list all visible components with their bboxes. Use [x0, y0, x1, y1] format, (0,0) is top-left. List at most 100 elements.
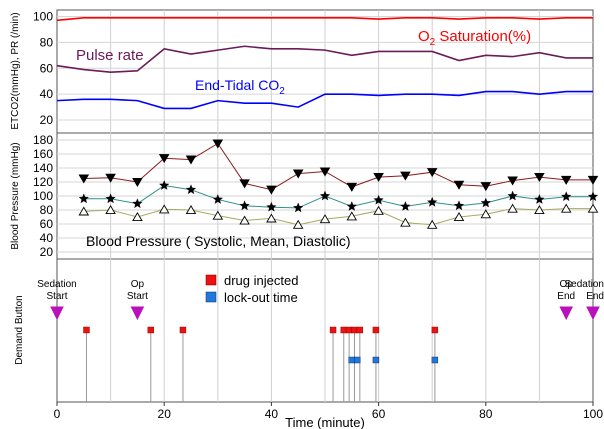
legend-drug-swatch: [205, 274, 217, 286]
diastolic-point: [346, 211, 358, 221]
legend-lockout-label: lock-out time: [224, 290, 298, 305]
diastolic-point: [158, 204, 170, 214]
diastolic-point: [239, 215, 250, 225]
systolic-point: [560, 175, 572, 185]
systolic-point: [78, 174, 90, 184]
systolic-point: [534, 173, 545, 183]
legend-lockout-swatch: [205, 291, 217, 303]
panel-2-y-tick-label: 80: [40, 203, 54, 217]
mean-point: [293, 202, 304, 213]
event-label-line1: Op: [560, 279, 574, 290]
panel-1-y-tick-label: 60: [40, 61, 54, 75]
systolic-point: [400, 171, 411, 181]
systolic-point: [239, 179, 250, 189]
panel-2-y-tick-label: 40: [40, 231, 54, 245]
mean-point: [400, 201, 411, 211]
drug-injected-marker: [340, 326, 347, 334]
drug-injected-marker: [431, 326, 439, 334]
diastolic-point: [185, 205, 197, 215]
mean-line: [83, 184, 593, 209]
panel-1-y-tick-label: 20: [40, 113, 54, 127]
panel-1-ylabel: ETCO2(mmHg), PR (/min): [10, 12, 21, 129]
panel-1-y-tick-label: 100: [33, 9, 53, 23]
pulse-rate-line: [56, 45, 593, 73]
diastolic-point: [480, 209, 492, 219]
systolic-point: [480, 182, 492, 192]
systolic-point: [105, 173, 116, 183]
systolic-point: [158, 154, 170, 164]
panel-2-y-tick-label: 60: [40, 217, 54, 231]
panel-2-plot: [78, 139, 599, 229]
etco2-label: End-Tidal CO2: [195, 77, 285, 97]
event-label-line2: Start: [127, 291, 148, 302]
o2-label-prefix: O: [418, 28, 430, 45]
mean-point: [587, 191, 599, 202]
systolic-point: [453, 180, 465, 190]
o2-saturation-label: O2 Saturation(%): [418, 28, 531, 48]
systolic-point: [373, 173, 384, 183]
drug-injected-marker: [147, 326, 155, 334]
event-label-line1: Sedation: [565, 279, 604, 290]
mean-point: [212, 194, 223, 204]
mean-point: [427, 196, 438, 207]
x-tick-label: 40: [265, 407, 279, 421]
systolic-point: [587, 175, 599, 185]
systolic-point: [507, 176, 518, 186]
diastolic-point: [426, 219, 438, 229]
mean-point: [239, 200, 250, 211]
event-marker: [586, 306, 600, 321]
systolic-line: [83, 142, 593, 191]
lockout-marker: [372, 356, 380, 364]
diastolic-point: [319, 214, 331, 224]
drug-injected-marker: [356, 326, 364, 334]
panel-2-y-tick-label: 20: [40, 245, 54, 259]
diastolic-point: [266, 213, 277, 223]
lockout-marker: [353, 356, 361, 364]
mean-point: [319, 190, 331, 201]
o2-label-sub: 2: [430, 37, 436, 48]
event-label-line2: End: [557, 291, 575, 302]
x-axis-label: Time (minute): [285, 415, 365, 429]
drug-injected-marker: [345, 326, 353, 334]
x-tick-label: 80: [479, 407, 493, 421]
systolic-point: [319, 167, 331, 177]
event-marker: [50, 306, 64, 321]
diastolic-point: [78, 206, 90, 216]
mean-point: [534, 194, 545, 204]
event-label-line1: Op: [131, 279, 145, 290]
systolic-point: [346, 182, 358, 192]
diastolic-point: [587, 203, 599, 213]
diastolic-point: [373, 205, 384, 215]
diastolic-point: [507, 203, 518, 213]
x-tick-label: 0: [54, 407, 61, 421]
diastolic-line: [83, 208, 593, 226]
event-marker: [130, 306, 145, 321]
mean-point: [507, 190, 518, 201]
panel-2-ylabel: Blood Pressure (mmHg): [10, 142, 21, 249]
mean-point: [561, 191, 572, 202]
pulse-rate-label: Pulse rate: [76, 47, 144, 64]
panel-2-y-tick-label: 120: [33, 175, 53, 189]
mean-point: [480, 197, 491, 208]
x-tick-label: 100: [583, 407, 603, 421]
panel-1-y-tick-label: 40: [40, 87, 54, 101]
event-marker: [559, 306, 574, 321]
mean-point: [159, 180, 170, 190]
panel-3-ylabel: Demand Button: [14, 295, 25, 365]
event-label-line1: Sedation: [37, 279, 76, 290]
diastolic-point: [212, 210, 224, 220]
mean-point: [132, 198, 143, 209]
legend-drug-label: drug injected: [224, 273, 298, 288]
drug-injected-marker: [83, 326, 90, 334]
diastolic-point: [132, 212, 143, 222]
mean-point: [78, 193, 89, 204]
panel-1-y-tick-label: 80: [40, 35, 54, 49]
o2-label-suffix: Saturation(%): [435, 28, 531, 45]
panel-2-y-tick-label: 100: [33, 189, 53, 203]
drug-injected-marker: [329, 326, 337, 334]
systolic-point: [292, 169, 304, 179]
diastolic-point: [400, 217, 411, 227]
